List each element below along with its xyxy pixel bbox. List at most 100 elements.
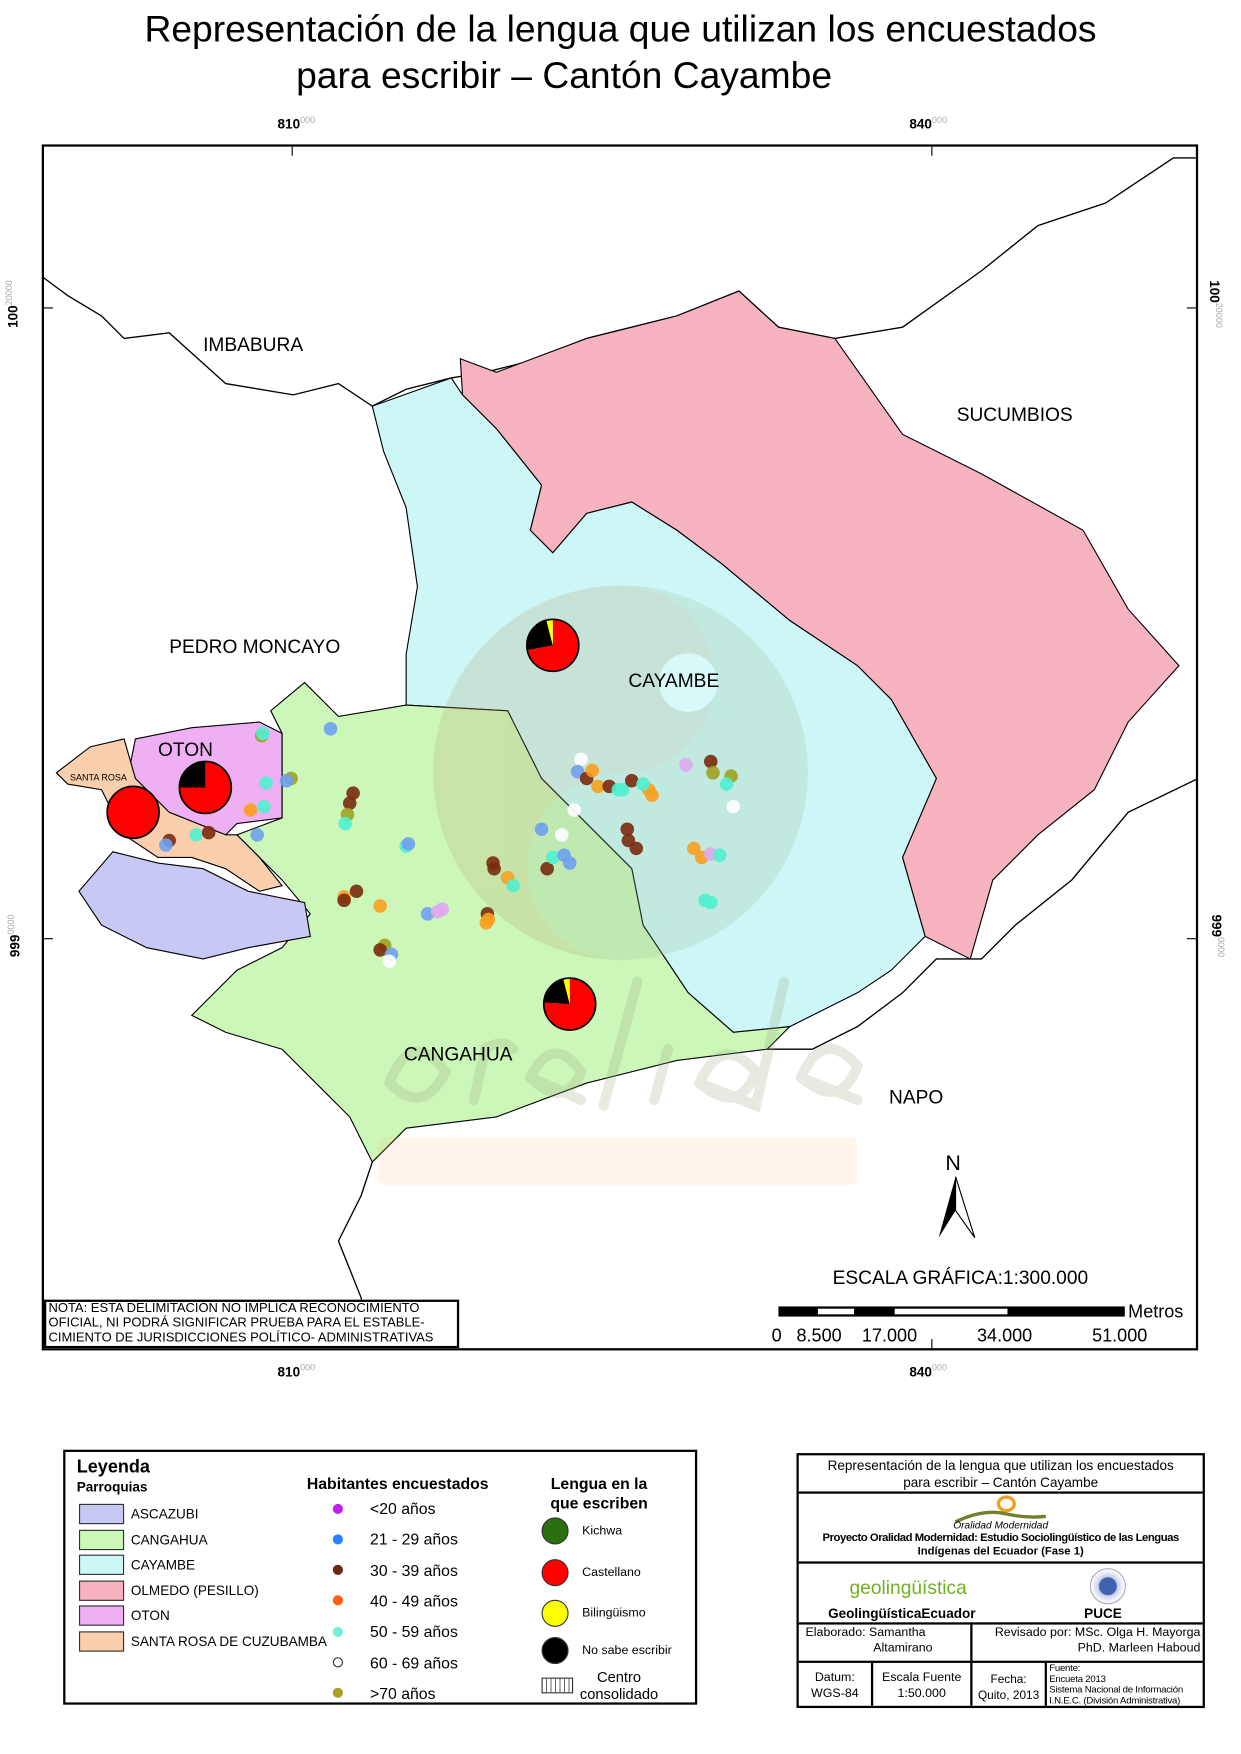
survey-dot [591,779,605,794]
age-dot-icon [332,1595,343,1606]
language-circle-icon [541,1559,569,1587]
survey-dot [679,758,693,772]
language-label: Bilingüismo [582,1606,646,1621]
pie-slice-no_sabe_escribir [543,978,570,1005]
legend-item-parish: SANTA ROSA DE CUZUBAMBA [78,1630,327,1652]
watermark-yin [526,585,808,961]
survey-dot [337,893,351,908]
project-line1: Proyecto Oralidad Modernidad: Estudio So… [822,1532,1180,1545]
pie-chart-cayambe [526,618,580,673]
survey-dot [257,799,271,814]
geolinguistica-label: GeolingüísticaEcuador [828,1605,976,1622]
logos-cell: geolingüística GeolingüísticaEcuador PUC… [798,1564,1203,1625]
label-santa-rosa: SANTA ROSA [70,773,127,783]
label-oton: OTON [158,740,213,761]
survey-dot [506,878,521,893]
survey-dot [706,766,720,780]
label-sucumbios: SUCUMBIOS [957,405,1073,426]
scale-title: ESCALA GRÁFICA:1:300.000 [833,1268,1089,1289]
survey-dot [546,850,560,865]
scale-tick-3: 34.000 [977,1325,1032,1345]
elaborado-cell: Elaborado: Samantha Altamirano [798,1624,973,1663]
legend-item-age: >70 años [332,1684,436,1703]
survey-dot [615,782,630,797]
parish-swatch [78,1605,125,1626]
watermark-lettering-modernidad [377,1137,858,1185]
pie-slice-castellano [527,619,579,672]
survey-dot [259,776,274,790]
note-line: CIMIENTO DE JURISDICCIONES POLÍTICO- ADM… [48,1331,434,1345]
age-label: >70 años [370,1684,436,1703]
survey-dot [349,884,364,899]
language-circle-icon [541,1636,569,1665]
survey-dot [159,838,173,852]
survey-dot [420,907,435,921]
survey-dot [201,825,216,840]
survey-dot [256,726,270,741]
map-title-line1: Representación de la lengua que utilizan… [144,7,1097,50]
survey-dot [703,754,718,769]
age-label: 60 - 69 años [370,1653,458,1672]
revisado-cell: Revisado por: MSc. Olga H. Mayorga PhD. M… [972,1625,1203,1663]
legend-item-centro-consolidado: Centro consolidado [541,1669,658,1702]
title-block-title: Representación de la lengua que utilizan… [798,1455,1203,1494]
parish-label: OTON [130,1607,170,1624]
note-line: OFICIAL, NI PODRÁ SIGNIFICAR PRUEBA PARA… [48,1316,425,1331]
fecha-cell: Fecha: Quito, 2013 [972,1662,1047,1706]
pie-chart-cangahua [542,977,597,1031]
project-cell: Oralidad Modernidad Proyecto Oralidad Mo… [798,1494,1203,1564]
province-boundary-north [43,157,1196,407]
legend-item-language: No sabe escribir [541,1636,672,1665]
grid-label-x-840-bottom: 840000 [909,1362,947,1380]
survey-dot [540,861,554,876]
puce-label: PUCE [1084,1605,1122,1622]
legend-item-age: 40 - 49 años [332,1591,458,1610]
note-line: NOTA: ESTA DELIMITACIÓN NO IMPLICA RECON… [48,1301,420,1316]
survey-dot [243,803,258,817]
parish-swatch [78,1529,125,1550]
scale-tick-2: 17.000 [862,1325,917,1345]
label-cangahua: CANGAHUA [404,1044,513,1065]
age-label: 21 - 29 años [370,1530,458,1549]
survey-dot [373,943,387,957]
label-napo: NAPO [889,1087,943,1108]
legend-item-parish: CANGAHUA [78,1529,208,1550]
survey-dot [629,841,644,856]
map-canvas: IMBABURA SUCUMBIOS PEDRO MONCAYO NAPO CA… [43,146,1196,1349]
pie-outline [526,618,580,673]
survey-dot [687,841,701,856]
parish-ascazubi [78,851,311,960]
puce-seal-icon [1089,1568,1126,1605]
grid-label-x-810-bottom: 810000 [277,1362,316,1380]
parish-swatch [78,1580,125,1601]
survey-dot [534,822,549,836]
legend-item-parish: ASCAZUBI [78,1503,199,1525]
parish-label: CANGAHUA [130,1531,208,1548]
age-dot-icon [332,1534,343,1545]
label-imbabura: IMBABURA [203,335,303,356]
parish-swatch [78,1630,125,1652]
survey-dot [555,828,569,842]
watermark-dot [658,653,718,712]
scale-tick-4: 51.000 [1092,1325,1147,1345]
ages-title: Habitantes encuestados [306,1474,489,1493]
survey-dots-layer [159,722,741,968]
watermark-logo [377,585,864,1185]
legend-item-age: <20 años [332,1499,436,1518]
language-label: No sabe escribir [582,1643,672,1658]
legend-item-age: 30 - 39 años [332,1561,458,1579]
parish-label: OLMEDO (PESILLO) [130,1582,259,1599]
parish-label: CAYAMBE [130,1556,196,1573]
age-label: 40 - 49 años [370,1591,458,1610]
age-label: 50 - 59 años [370,1622,458,1641]
survey-dot [585,763,600,778]
survey-dot [342,796,357,811]
pie-slice-castellano [543,978,596,1031]
legend: Leyenda Parroquias ASCAZUBI CANGAHUA CAYAM… [63,1449,698,1705]
pie-outline [178,760,233,815]
age-label: <20 años [370,1499,436,1518]
survey-dot [562,856,577,870]
scale-tick-1: 8.500 [796,1325,841,1345]
north-arrow-icon [938,1176,956,1238]
grid-label-y-999: 9990000 [6,914,24,958]
